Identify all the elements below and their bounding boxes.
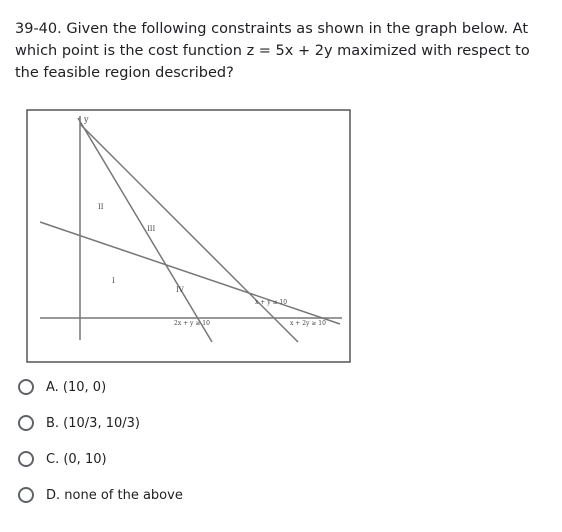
question-text: 39-40. Given the following constraints a…: [15, 21, 530, 81]
region-label: III: [147, 225, 156, 233]
option-text: C. (0, 10): [46, 451, 107, 467]
option[interactable]: A. (10, 0): [18, 379, 106, 395]
region-label: II: [98, 203, 104, 211]
option[interactable]: D. none of the above: [18, 487, 183, 503]
option-text: B. (10/3, 10/3): [46, 415, 140, 431]
option-text: D. none of the above: [46, 487, 183, 503]
region-label: IV: [176, 286, 185, 294]
line-x-2y: [39, 221, 341, 325]
radio[interactable]: [18, 415, 34, 431]
region-label: I: [112, 277, 115, 285]
axis-label: y: [83, 115, 89, 124]
option[interactable]: C. (0, 10): [18, 451, 107, 467]
option-text: A. (10, 0): [46, 379, 107, 395]
constraint-label: x + y ≤ 10: [255, 299, 287, 306]
line-2x-y: [77, 117, 213, 343]
constraint-label: 2x + y ≥ 10: [174, 320, 210, 327]
radio[interactable]: [18, 379, 34, 395]
constraint-label: x + 2y ≥ 10: [290, 320, 326, 327]
radio[interactable]: [18, 451, 34, 467]
option[interactable]: B. (10/3, 10/3): [18, 415, 140, 431]
radio[interactable]: [18, 487, 34, 503]
line-x-y: [79, 123, 299, 343]
